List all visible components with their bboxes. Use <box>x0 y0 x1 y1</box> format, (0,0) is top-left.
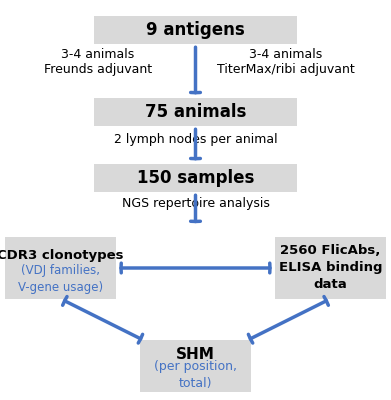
FancyBboxPatch shape <box>94 164 297 192</box>
Text: 9 antigens: 9 antigens <box>146 21 245 39</box>
Text: (VDJ families,
V-gene usage): (VDJ families, V-gene usage) <box>18 264 103 294</box>
FancyBboxPatch shape <box>94 98 297 126</box>
FancyBboxPatch shape <box>275 237 386 299</box>
Text: CDR3 clonotypes: CDR3 clonotypes <box>0 250 124 262</box>
Text: NGS repertoire analysis: NGS repertoire analysis <box>122 198 269 210</box>
Text: 2560 FlicAbs,
ELISA binding
data: 2560 FlicAbs, ELISA binding data <box>279 244 382 292</box>
Text: SHM: SHM <box>176 347 215 362</box>
FancyBboxPatch shape <box>5 237 117 299</box>
Text: 150 samples: 150 samples <box>137 169 254 187</box>
Text: (per position,
total): (per position, total) <box>154 360 237 390</box>
Text: 75 animals: 75 animals <box>145 103 246 121</box>
FancyBboxPatch shape <box>94 16 297 44</box>
Text: 3-4 animals
Freunds adjuvant: 3-4 animals Freunds adjuvant <box>44 48 152 76</box>
Text: 3-4 animals
TiterMax/ribi adjuvant: 3-4 animals TiterMax/ribi adjuvant <box>217 48 354 76</box>
FancyBboxPatch shape <box>140 340 251 392</box>
Text: 2 lymph nodes per animal: 2 lymph nodes per animal <box>114 134 277 146</box>
